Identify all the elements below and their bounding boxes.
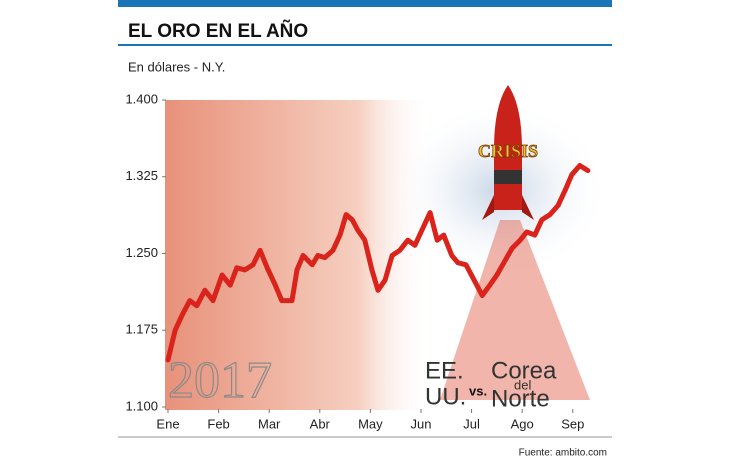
x-tick-label: Mar xyxy=(258,416,281,431)
subtitle: En dólares - N.Y. xyxy=(128,59,225,74)
annotation: vs. xyxy=(469,383,487,398)
annotation: del xyxy=(514,377,531,392)
x-tick-label: May xyxy=(358,416,383,431)
top-bar xyxy=(118,0,612,7)
source: Fuente: ambito.com xyxy=(519,448,607,459)
y-tick-label: 1.175 xyxy=(125,322,158,337)
x-tick-label: Ene xyxy=(156,416,179,431)
year-label: 2017 xyxy=(168,352,272,409)
x-tick-label: Abr xyxy=(310,416,331,431)
y-tick-label: 1.325 xyxy=(125,168,158,183)
y-tick-label: 1.400 xyxy=(125,91,158,106)
annotation: EE. xyxy=(425,357,464,384)
rocket xyxy=(482,85,534,220)
annotation: Corea xyxy=(491,357,557,384)
x-tick-label: Ago xyxy=(511,416,534,431)
x-tick-label: Feb xyxy=(207,416,229,431)
x-tick-label: Sep xyxy=(561,416,584,431)
price-line xyxy=(165,163,591,363)
y-tick-label: 1.100 xyxy=(125,398,158,413)
x-tick-label: Jun xyxy=(410,416,431,431)
annotation: Norte xyxy=(491,385,550,412)
crisis-label: CRISIS xyxy=(478,141,538,161)
annotation: UU. xyxy=(425,383,466,410)
x-tick-label: Jul xyxy=(463,416,480,431)
rocket-trail xyxy=(440,220,590,400)
chart-title: EL ORO EN EL AÑO xyxy=(128,20,308,42)
y-tick-label: 1.250 xyxy=(125,245,158,260)
